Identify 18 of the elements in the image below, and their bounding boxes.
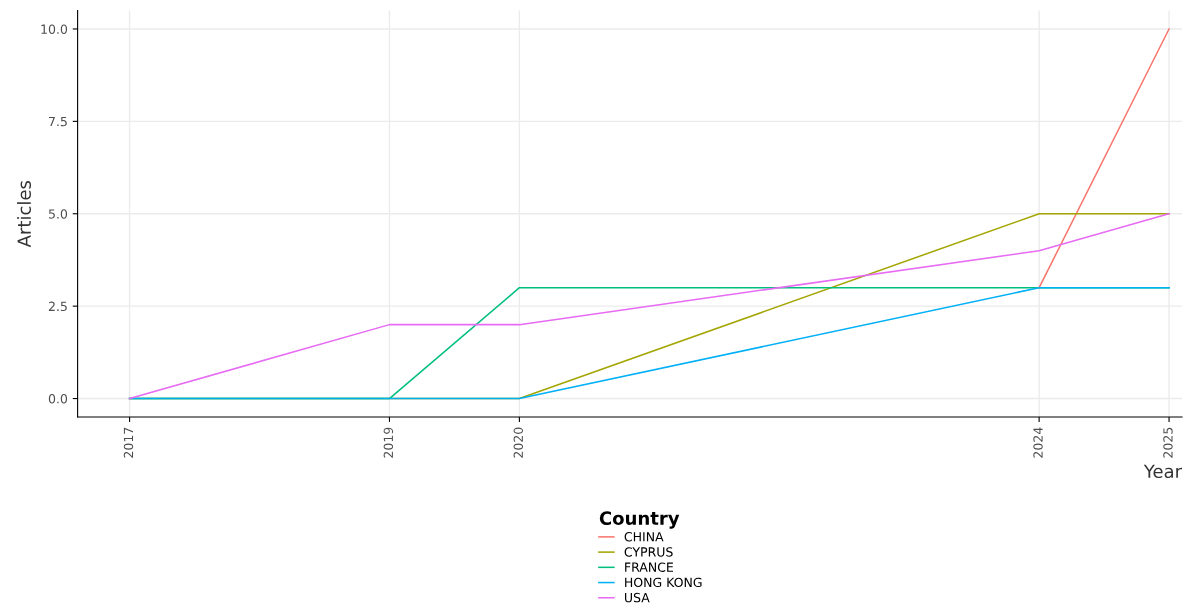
legend-label: HONG KONG <box>625 577 702 588</box>
x-tick-label: 2025 <box>1163 427 1173 458</box>
y-tick-label: 5.0 <box>48 209 68 219</box>
legend-title: Country <box>599 511 680 529</box>
legend-label: CHINA <box>624 531 664 542</box>
y-axis-title: Articles <box>17 180 31 248</box>
y-tick-label: 7.5 <box>49 116 67 127</box>
x-tick-label: 2017 <box>123 427 134 458</box>
y-tick-label: 0.0 <box>48 394 68 404</box>
x-tick-label: 2019 <box>383 427 394 458</box>
legend-label: USA <box>625 592 650 603</box>
x-axis-title: Year <box>1143 464 1183 479</box>
legend-label: FRANCE <box>625 562 674 572</box>
x-tick-label: 2020 <box>513 427 524 458</box>
x-tick-label: 2024 <box>1033 427 1043 458</box>
legend-label: CYPRUS <box>624 547 673 557</box>
y-tick-label: 10.0 <box>41 24 68 34</box>
y-tick-label: 2.5 <box>48 301 67 312</box>
